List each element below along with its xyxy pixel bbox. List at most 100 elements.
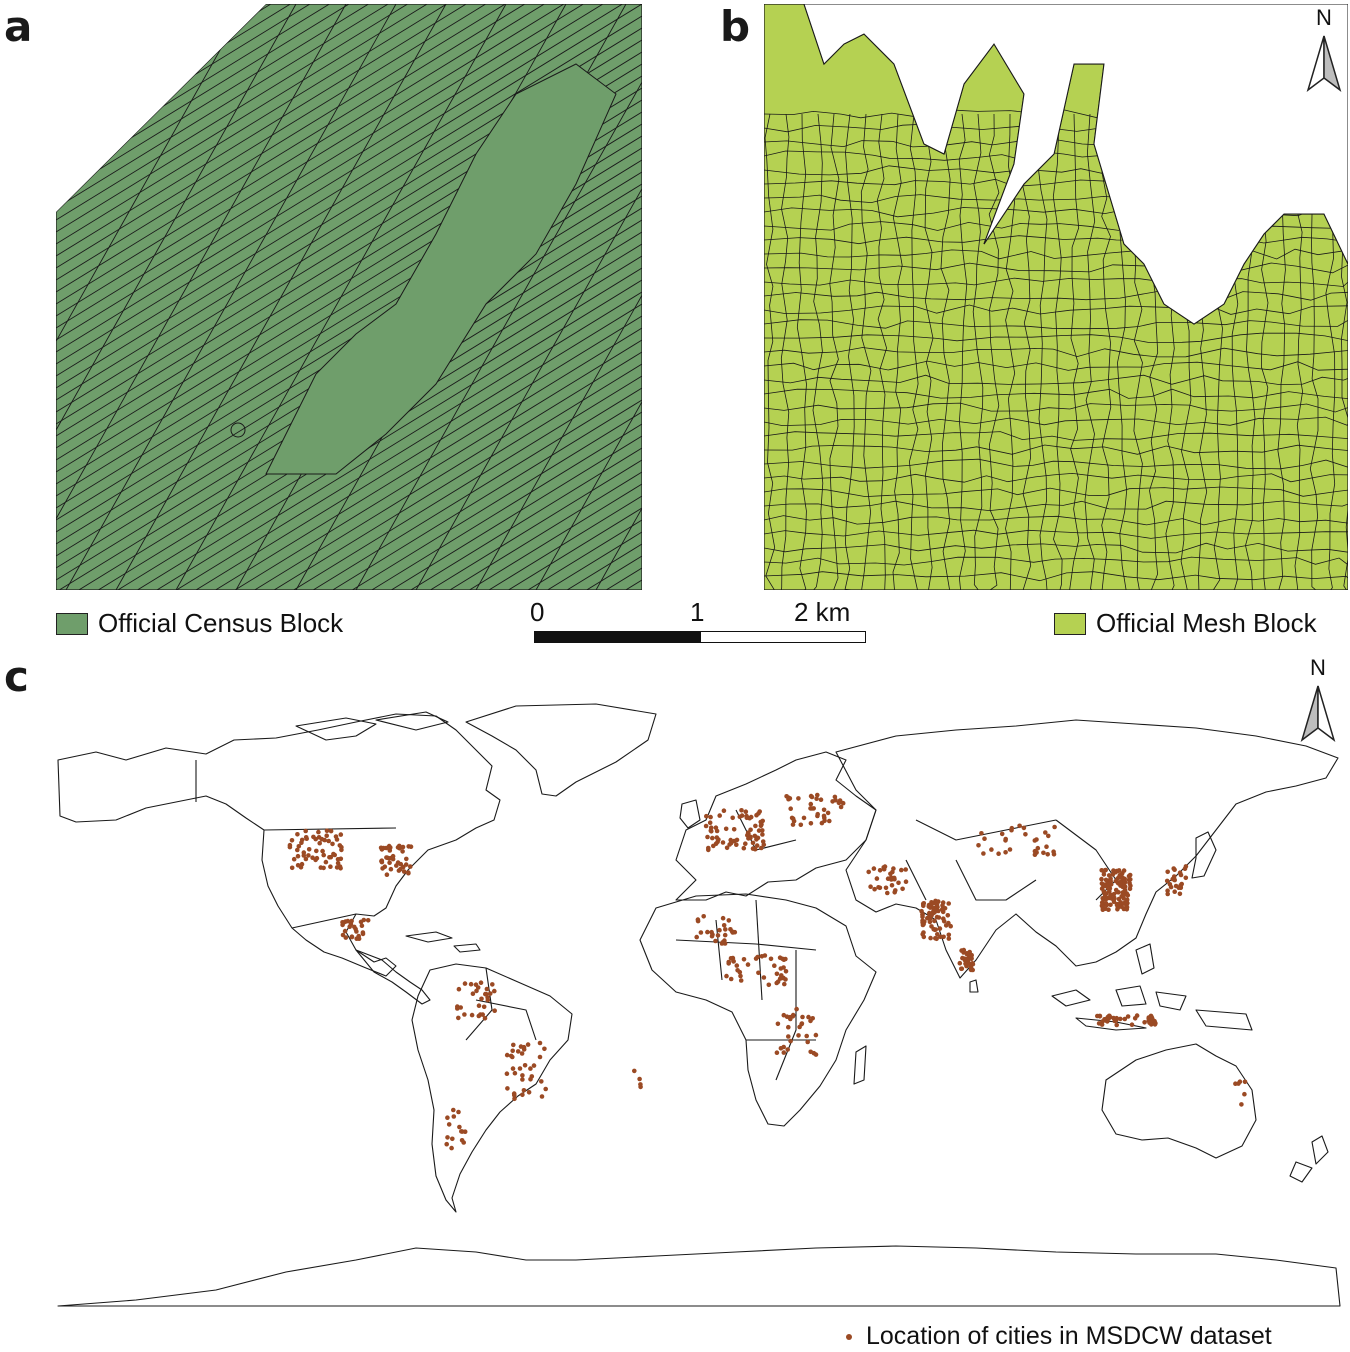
city-dot	[701, 914, 706, 919]
city-dot	[520, 1092, 525, 1098]
city-dot	[338, 832, 344, 837]
city-dot	[745, 962, 751, 967]
city-dot	[836, 800, 842, 806]
city-dot	[756, 970, 761, 976]
city-dot	[354, 929, 359, 934]
city-dot	[808, 793, 814, 799]
city-dot	[794, 1006, 799, 1012]
city-dot	[982, 836, 987, 841]
africa-outline	[639, 893, 877, 1127]
city-dot	[1148, 1013, 1154, 1019]
city-dot	[946, 932, 952, 938]
city-dot	[1125, 1014, 1131, 1019]
city-dot	[303, 856, 309, 862]
city-dot	[379, 847, 385, 852]
continent-outlines	[57, 703, 1341, 1307]
mesh-block-map	[764, 4, 1348, 590]
city-dot	[517, 1066, 523, 1071]
city-dot	[966, 960, 972, 966]
city-dot	[788, 806, 793, 811]
city-dot	[728, 840, 734, 846]
city-dots	[287, 792, 1248, 1151]
scale-tick-2: 2 km	[794, 597, 851, 627]
city-dot	[941, 934, 946, 940]
city-dot	[743, 841, 748, 846]
city-dot	[444, 1141, 450, 1147]
panel-c-letter: c	[4, 652, 29, 701]
city-dot	[832, 794, 838, 800]
city-dot	[365, 918, 371, 923]
city-dot	[889, 883, 895, 888]
city-dot	[1108, 892, 1113, 897]
city-dot	[390, 856, 396, 862]
city-dot	[445, 1115, 450, 1120]
central-america-outline	[355, 949, 431, 1005]
city-dot	[781, 957, 787, 962]
city-dot	[303, 828, 308, 834]
city-dot	[1114, 1022, 1119, 1028]
city-dot	[891, 875, 897, 881]
city-dot	[747, 815, 752, 821]
city-dot	[815, 792, 820, 798]
city-dot	[883, 885, 889, 891]
city-dot	[937, 926, 943, 931]
city-dot	[1127, 872, 1133, 878]
city-dot	[1113, 870, 1118, 875]
city-dot	[456, 1109, 461, 1115]
city-dot	[343, 935, 349, 940]
antarctica-outline	[57, 1245, 1341, 1307]
city-dot	[1165, 891, 1170, 897]
city-dot	[519, 1051, 525, 1056]
city-dot	[813, 1032, 819, 1038]
city-dot	[996, 851, 1001, 856]
city-dot	[720, 915, 726, 921]
city-dot	[830, 799, 835, 804]
city-dot	[1121, 906, 1127, 912]
city-dot	[808, 801, 814, 807]
city-dot	[324, 828, 330, 833]
city-dot	[1129, 1022, 1135, 1027]
city-dot	[1035, 845, 1041, 851]
city-dot	[942, 906, 948, 911]
city-dot	[360, 930, 366, 935]
city-dot	[1177, 870, 1183, 875]
city-dot	[462, 981, 468, 986]
north-arrow-icon	[1306, 35, 1342, 92]
city-dot	[703, 823, 709, 829]
legend-city-dot-icon	[846, 1333, 852, 1340]
city-dot	[406, 870, 411, 875]
city-dot	[1153, 1020, 1158, 1026]
city-dot	[316, 829, 321, 835]
city-dot	[1103, 877, 1109, 883]
city-dot	[755, 835, 761, 841]
city-dot	[511, 1042, 516, 1048]
city-dot	[1103, 901, 1109, 906]
city-dot	[754, 812, 759, 818]
legend-label-cities: Location of cities in MSDCW dataset	[866, 1322, 1272, 1350]
city-dot	[748, 827, 753, 833]
city-dot	[900, 886, 905, 892]
city-dot	[888, 871, 893, 877]
city-dot	[338, 866, 343, 871]
city-dot	[476, 1003, 482, 1008]
city-dot	[1116, 904, 1122, 910]
city-dot	[739, 808, 744, 813]
city-dot	[456, 1015, 461, 1021]
city-dot	[885, 890, 890, 896]
city-dot	[1032, 852, 1038, 857]
city-dot	[899, 867, 904, 873]
city-dot	[1172, 889, 1177, 894]
city-dot	[872, 886, 877, 892]
city-dot	[335, 857, 341, 862]
city-dot	[539, 1094, 545, 1099]
city-dot	[753, 956, 759, 961]
city-dot	[388, 866, 394, 872]
city-dot	[800, 1014, 805, 1020]
city-dot	[754, 843, 760, 848]
city-dot	[404, 856, 409, 862]
city-dot	[326, 838, 332, 844]
city-dot	[632, 1068, 637, 1074]
city-dot	[341, 920, 347, 925]
asia-outline	[835, 719, 1339, 979]
city-dot	[1045, 852, 1050, 857]
